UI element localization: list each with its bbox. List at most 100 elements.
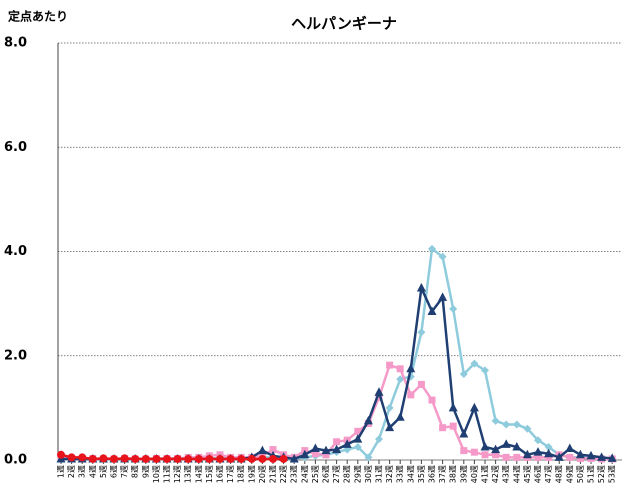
x-tick-label: 43週: [502, 465, 511, 483]
marker: [427, 306, 437, 315]
x-tick-label: 24週: [300, 465, 309, 483]
x-tick-label: 13週: [184, 465, 193, 483]
marker: [311, 450, 319, 458]
x-tick-label: 29週: [353, 465, 362, 483]
marker: [470, 448, 478, 456]
marker: [310, 443, 320, 453]
x-tick-label: 42週: [491, 465, 500, 483]
marker: [449, 422, 457, 430]
marker: [247, 454, 256, 463]
y-tick-label: 4.0: [4, 244, 27, 259]
marker: [470, 359, 479, 368]
y-tick-label: 0.0: [4, 453, 27, 468]
marker: [395, 412, 405, 421]
marker: [216, 454, 224, 463]
marker: [375, 435, 383, 444]
chart-title: ヘルパンギーナ: [291, 15, 397, 33]
x-tick-label: 7週: [120, 465, 129, 478]
x-tick-label: 12週: [173, 465, 182, 483]
marker: [333, 438, 341, 446]
x-tick-label: 44週: [512, 465, 521, 483]
marker: [512, 441, 522, 451]
marker: [353, 434, 363, 443]
marker: [523, 424, 532, 433]
x-tick-label: 1週: [57, 465, 66, 478]
marker: [491, 416, 500, 425]
x-tick-label: 15週: [205, 465, 214, 483]
x-tick-label: 25週: [311, 465, 320, 483]
marker: [428, 396, 436, 404]
marker: [502, 453, 510, 461]
marker: [544, 448, 554, 458]
marker: [481, 451, 489, 459]
x-tick-label: 14週: [194, 465, 203, 483]
x-tick-label: 38週: [449, 465, 458, 483]
marker: [353, 442, 362, 451]
marker: [332, 444, 342, 454]
y-tick-label: 6.0: [4, 140, 27, 155]
marker: [459, 369, 468, 378]
marker: [534, 436, 542, 445]
x-tick-label: 52週: [597, 465, 606, 483]
x-tick-label: 37週: [438, 465, 447, 483]
marker: [438, 292, 448, 301]
marker: [407, 391, 415, 399]
marker: [363, 415, 373, 425]
marker: [492, 451, 500, 459]
marker: [545, 453, 553, 461]
marker: [386, 361, 394, 369]
marker: [554, 452, 564, 461]
x-tick-label: 16週: [216, 465, 225, 483]
x-tick-label: 41週: [481, 465, 490, 483]
marker: [534, 453, 542, 461]
x-tick-label: 39週: [459, 465, 468, 483]
marker: [406, 363, 416, 373]
x-tick-label: 53週: [608, 465, 617, 483]
x-tick-label: 6週: [110, 465, 119, 478]
marker: [141, 454, 150, 463]
y-tick-label: 2.0: [4, 348, 27, 363]
marker: [374, 387, 384, 396]
marker: [57, 450, 65, 459]
x-tick-label: 47週: [544, 465, 553, 483]
x-tick-label: 45週: [523, 465, 532, 483]
y-axis-label: 定点あたり: [8, 9, 68, 24]
marker: [586, 450, 596, 460]
marker: [481, 366, 489, 375]
marker: [439, 424, 447, 432]
marker: [354, 427, 362, 435]
x-tick-label: 21週: [269, 465, 278, 483]
marker: [512, 420, 521, 429]
y-tick-label: 8.0: [4, 36, 27, 51]
x-tick-label: 10週: [152, 465, 161, 483]
marker: [257, 445, 267, 455]
marker: [78, 453, 87, 462]
marker: [269, 454, 277, 463]
marker: [460, 447, 468, 455]
marker: [131, 454, 140, 463]
x-tick-label: 49週: [565, 465, 574, 483]
marker: [449, 304, 458, 313]
marker: [385, 422, 395, 432]
marker: [184, 454, 193, 463]
marker: [396, 375, 405, 384]
marker: [279, 454, 288, 463]
x-tick-label: 8週: [131, 465, 140, 478]
x-tick-label: 26週: [322, 465, 331, 483]
marker: [438, 252, 447, 261]
x-tick-label: 11週: [163, 465, 172, 483]
marker: [566, 453, 574, 461]
marker: [502, 420, 511, 429]
marker: [544, 442, 553, 451]
marker: [491, 444, 501, 454]
marker: [205, 454, 214, 463]
x-tick-label: 3週: [78, 465, 87, 478]
marker: [607, 453, 617, 462]
marker: [321, 445, 331, 455]
marker: [258, 454, 267, 463]
x-tick-label: 33週: [396, 465, 405, 483]
x-tick-label: 17週: [226, 465, 235, 483]
marker: [480, 441, 490, 451]
marker: [416, 282, 426, 292]
